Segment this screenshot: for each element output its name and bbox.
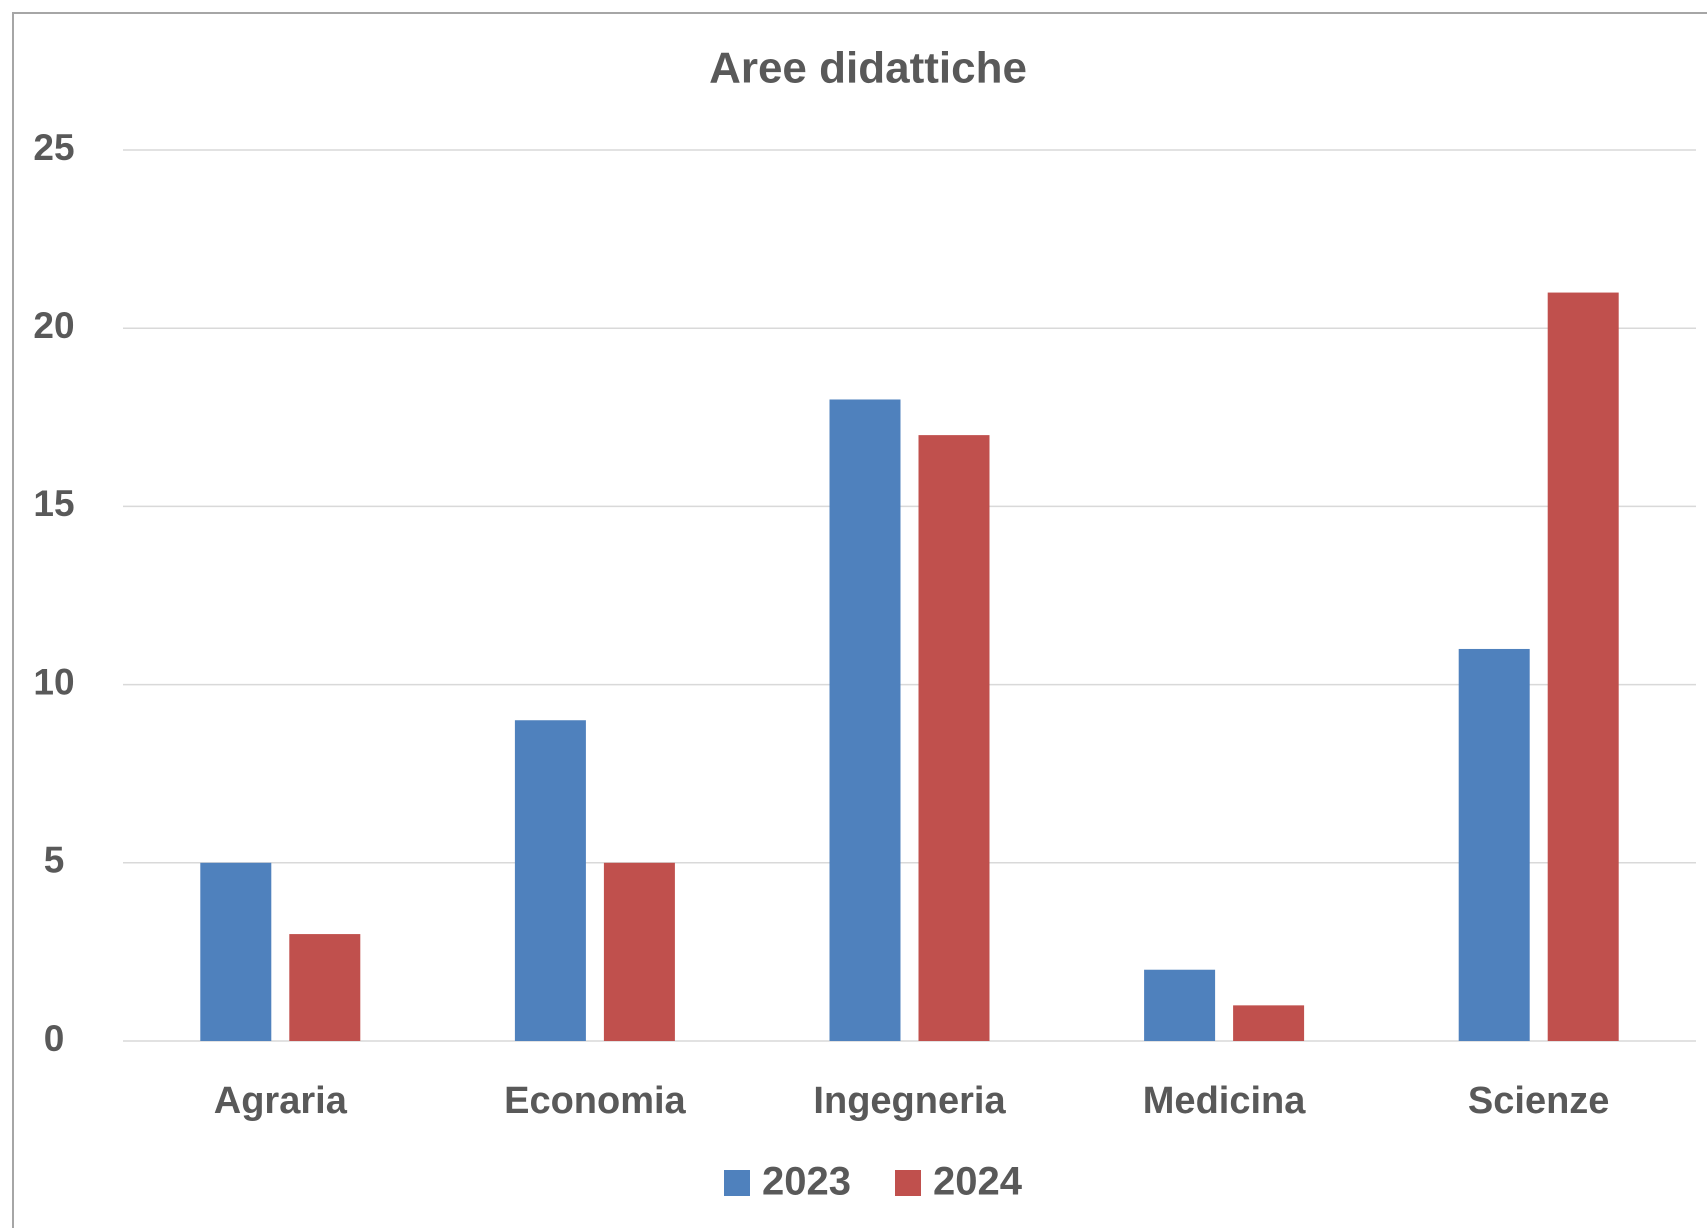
y-tick-label: 0 [44, 1018, 65, 1059]
bar [1144, 969, 1216, 1041]
y-tick-label: 15 [33, 483, 74, 524]
y-tick-label: 20 [33, 305, 74, 346]
x-tick-label: Ingegneria [813, 1080, 1006, 1122]
bar [1458, 648, 1530, 1041]
bar [603, 862, 675, 1041]
bar [1233, 1005, 1305, 1041]
bar [829, 399, 901, 1042]
bar [514, 720, 586, 1041]
bar [918, 435, 990, 1041]
legend-label: 2024 [933, 1160, 1023, 1204]
x-tick-label: Medicina [1143, 1080, 1306, 1122]
legend-label: 2023 [762, 1160, 851, 1204]
x-tick-label: Economia [504, 1080, 686, 1122]
bar [289, 934, 361, 1041]
chart-title: Aree didattiche [709, 44, 1027, 93]
legend-swatch [724, 1170, 750, 1196]
bar [200, 862, 272, 1041]
bar [1547, 292, 1619, 1041]
legend-swatch [895, 1170, 921, 1196]
y-tick-label: 5 [44, 840, 65, 881]
y-tick-label: 25 [33, 127, 74, 168]
x-tick-label: Agraria [214, 1080, 348, 1122]
x-tick-label: Scienze [1468, 1080, 1610, 1122]
y-tick-label: 10 [33, 661, 74, 702]
